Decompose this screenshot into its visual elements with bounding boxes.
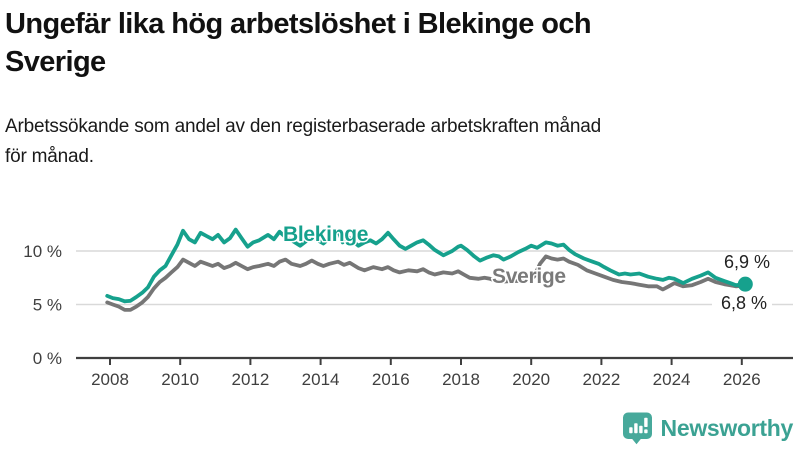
chart-x-tick-label: 2020	[512, 370, 550, 389]
page-title-line-1: Ungefär lika hög arbetslöshet i Blekinge…	[5, 8, 592, 40]
chart-subtitle-line-2: för månad.	[5, 146, 94, 168]
newsworthy-logo-text: Newsworthy	[660, 414, 794, 441]
chart-subtitle-line-1: Arbetssökande som andel av den registerb…	[5, 116, 602, 137]
line-chart: 2008 2010 2012 2014 2016 2018 2020 2022 2024 2026…	[0, 195, 800, 400]
chart-y-tick-label: 5 %	[33, 296, 62, 315]
chart-line-sverige	[105, 254, 748, 312]
chart-x-tick-label: 2022	[582, 370, 620, 389]
logo-bar-2	[633, 423, 638, 434]
chart-x-tick-label: 2024	[653, 370, 691, 389]
chart-y-tick-label: 0 %	[33, 349, 62, 368]
logo-exclamation-stem	[643, 417, 648, 427]
chart-x-tick-label: 2016	[372, 370, 410, 389]
end-value-label: 6,8 %	[721, 293, 767, 313]
chart-end-dot	[737, 276, 753, 292]
bar-chart-speech-bubble-icon	[622, 412, 652, 445]
logo-bar-3	[638, 425, 643, 434]
chart-x-tick-label: 2018	[442, 370, 480, 389]
page-title: Ungefär lika hög arbetslöshet i Blekinge…	[5, 6, 765, 81]
page-title-line-2: Sverige	[5, 45, 106, 78]
line-chart-canvas: 2008 2010 2012 2014 2016 2018 2020 2022 2024 2026…	[23, 222, 793, 389]
logo-exclamation-dot	[643, 429, 648, 434]
newsworthy-logo: Newsworthy	[621, 410, 793, 446]
chart-x-tick-label: 2010	[161, 370, 199, 389]
chart-x-tick-label: 2026	[723, 370, 761, 389]
chart-y-tick-label: 10 %	[23, 242, 62, 261]
chart-x-tick-label: 2012	[231, 370, 269, 389]
end-value-label: 6,9 %	[724, 252, 770, 272]
chart-subtitle: Arbetssökande som andel av den registerb…	[5, 112, 785, 172]
logo-bar-1	[628, 427, 633, 434]
chart-x-tick-label: 2008	[91, 370, 129, 389]
series-label-blekinge: Blekinge	[283, 223, 368, 246]
chart-line-blekinge	[105, 227, 748, 304]
end-label-mask	[712, 291, 772, 318]
series-label-sverige: Sverige	[492, 265, 566, 288]
chart-x-tick-label: 2014	[302, 370, 340, 389]
